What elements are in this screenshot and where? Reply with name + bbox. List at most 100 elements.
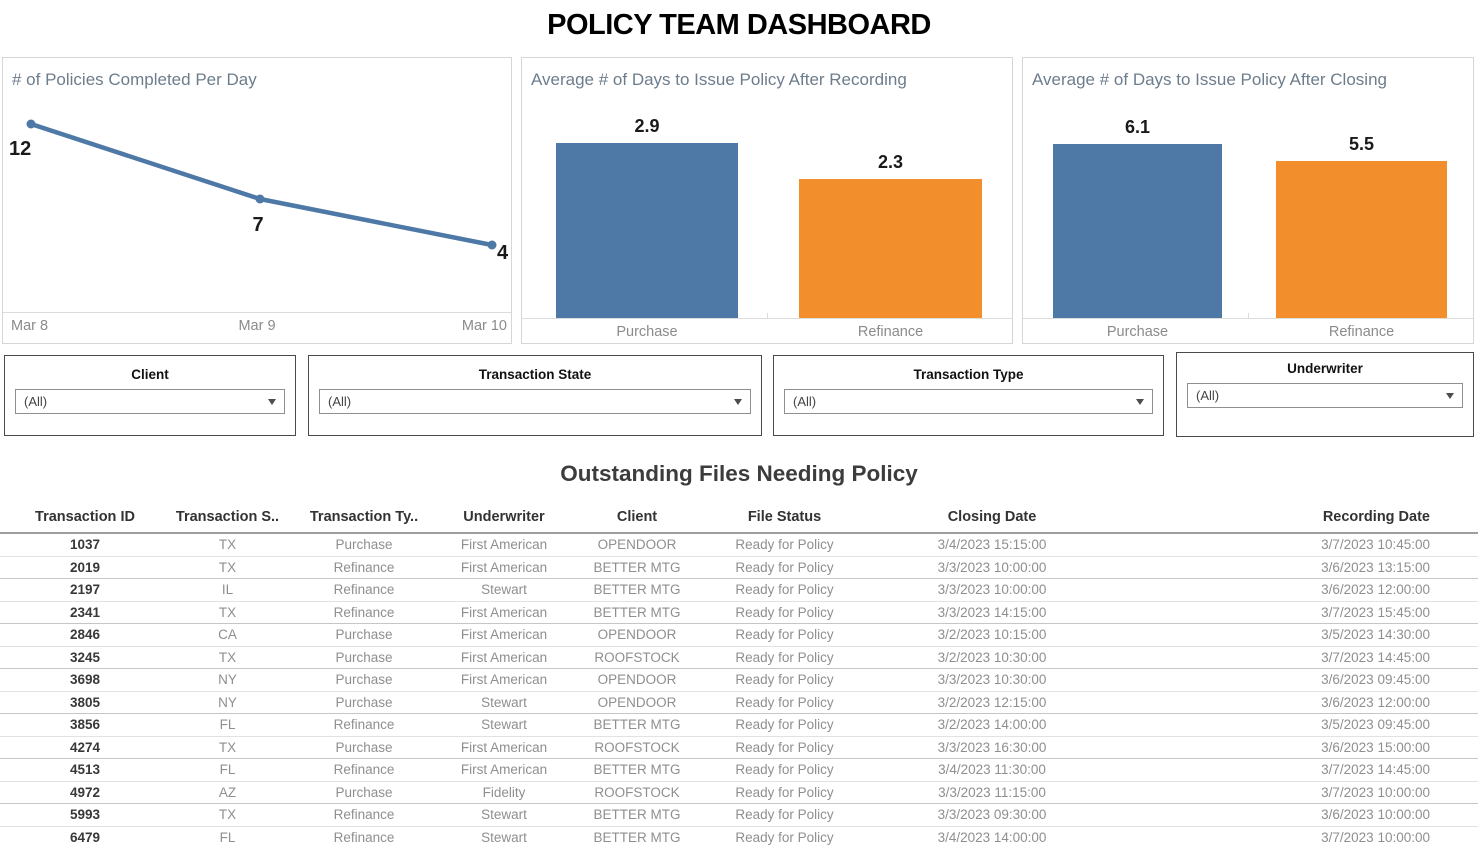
- transaction-state-filter: Transaction State (All): [308, 355, 762, 436]
- bar-refinance[interactable]: [1276, 161, 1447, 318]
- cell-col-5: Ready for Policy: [709, 646, 860, 669]
- column-header-7: Recording Date: [1124, 503, 1478, 534]
- cell-col-6: 3/2/2023 10:15:00: [860, 623, 1124, 647]
- cell-col-7: 3/7/2023 14:45:00: [1124, 646, 1478, 669]
- table-row[interactable]: 3698 NY Purchase First American OPENDOOR Read…: [0, 668, 1478, 692]
- x-tick-mar8: Mar 8: [11, 318, 49, 334]
- transaction-state-filter-label: Transaction State: [478, 367, 592, 382]
- cell-col-3: First American: [443, 623, 565, 647]
- cell-col-7: 3/6/2023 12:00:00: [1124, 578, 1478, 602]
- cell-col-3: Stewart: [443, 691, 565, 714]
- cell-col-5: Ready for Policy: [709, 668, 860, 692]
- cell-col-0: 4274: [0, 736, 170, 759]
- policies-per-day-panel: # of Policies Completed Per Day 12 7 4 Mar…: [2, 57, 512, 344]
- cell-col-7: 3/7/2023 10:45:00: [1124, 533, 1478, 557]
- table-row[interactable]: 3856 FL Refinance Stewart BETTER MTG Ready fo…: [0, 713, 1478, 737]
- cell-col-1: TX: [170, 556, 285, 579]
- cell-col-4: OPENDOOR: [565, 533, 709, 557]
- cell-col-6: 3/3/2023 10:00:00: [860, 556, 1124, 579]
- underwriter-filter: Underwriter (All): [1176, 352, 1474, 437]
- table-row[interactable]: 3805 NY Purchase Stewart OPENDOOR Ready for P…: [0, 691, 1478, 714]
- client-filter-value: (All): [24, 394, 48, 409]
- x-tick-refinance: Refinance: [857, 324, 924, 340]
- table-row[interactable]: 4513 FL Refinance First American BETTER MTG R…: [0, 758, 1478, 782]
- table-row[interactable]: 2019 TX Refinance First American BETTER MTG R…: [0, 556, 1478, 579]
- cell-col-5: Ready for Policy: [709, 826, 860, 847]
- chevron-down-icon: [1446, 392, 1454, 399]
- cell-col-2: Refinance: [285, 601, 443, 624]
- cell-col-5: Ready for Policy: [709, 556, 860, 579]
- cell-col-1: TX: [170, 736, 285, 759]
- table-row[interactable]: 4972 AZ Purchase Fidelity ROOFSTOCK Ready for…: [0, 781, 1478, 804]
- table-row[interactable]: 1037 TX Purchase First American OPENDOOR Read…: [0, 533, 1478, 557]
- cell-col-3: Stewart: [443, 713, 565, 737]
- line-chart[interactable]: 12 7 4: [3, 58, 511, 313]
- cell-col-3: Stewart: [443, 826, 565, 847]
- line-point[interactable]: [255, 194, 265, 204]
- line-point[interactable]: [487, 240, 497, 250]
- cell-col-5: Ready for Policy: [709, 691, 860, 714]
- bar-value-label: 6.1: [1124, 117, 1151, 137]
- line-chart-x-axis: Mar 8 Mar 9 Mar 10: [3, 318, 511, 340]
- cell-col-0: 4513: [0, 758, 170, 782]
- cell-col-5: Ready for Policy: [709, 713, 860, 737]
- bar-value-label: 2.9: [634, 116, 660, 136]
- cell-col-6: 3/4/2023 14:00:00: [860, 826, 1124, 847]
- underwriter-filter-value: (All): [1196, 388, 1220, 403]
- cell-col-0: 2846: [0, 623, 170, 647]
- cell-col-1: NY: [170, 691, 285, 714]
- point-value-label: 7: [252, 214, 263, 236]
- column-header-5: File Status: [709, 503, 860, 534]
- cell-col-7: 3/6/2023 12:00:00: [1124, 691, 1478, 714]
- table-row[interactable]: 6479 FL Refinance Stewart BETTER MTG Ready fo…: [0, 826, 1478, 847]
- table-header-row: Transaction ID Transaction S.. Transaction…: [0, 503, 1478, 534]
- table-row[interactable]: 3245 TX Purchase First American ROOFSTOCK Rea…: [0, 646, 1478, 669]
- cell-col-4: ROOFSTOCK: [565, 781, 709, 804]
- days-after-recording-panel: Average # of Days to Issue Policy After …: [521, 57, 1013, 344]
- cell-col-3: Stewart: [443, 803, 565, 827]
- cell-col-1: TX: [170, 646, 285, 669]
- cell-col-4: BETTER MTG: [565, 758, 709, 782]
- cell-col-2: Purchase: [285, 691, 443, 714]
- table-row[interactable]: 4274 TX Purchase First American ROOFSTOCK Rea…: [0, 736, 1478, 759]
- transaction-type-filter: Transaction Type (All): [773, 355, 1164, 436]
- table-row[interactable]: 2197 IL Refinance Stewart BETTER MTG Ready fo…: [0, 578, 1478, 602]
- cell-col-6: 3/3/2023 09:30:00: [860, 803, 1124, 827]
- transaction-type-filter-value: (All): [793, 394, 817, 409]
- bar-purchase[interactable]: [556, 143, 738, 318]
- cell-col-4: OPENDOOR: [565, 623, 709, 647]
- client-filter-dropdown[interactable]: (All): [15, 389, 285, 414]
- cell-col-2: Purchase: [285, 781, 443, 804]
- cell-col-7: 3/5/2023 09:45:00: [1124, 713, 1478, 737]
- cell-col-1: TX: [170, 803, 285, 827]
- cell-col-2: Refinance: [285, 758, 443, 782]
- table-row[interactable]: 2341 TX Refinance First American BETTER MTG R…: [0, 601, 1478, 624]
- cell-col-2: Refinance: [285, 713, 443, 737]
- cell-col-3: First American: [443, 533, 565, 557]
- cell-col-3: First American: [443, 736, 565, 759]
- table-row[interactable]: 2846 CA Purchase First American OPENDOOR Read…: [0, 623, 1478, 647]
- column-header-6: Closing Date: [860, 503, 1124, 534]
- cell-col-7: 3/7/2023 10:00:00: [1124, 781, 1478, 804]
- cell-col-5: Ready for Policy: [709, 758, 860, 782]
- cell-col-6: 3/3/2023 10:00:00: [860, 578, 1124, 602]
- underwriter-filter-dropdown[interactable]: (All): [1187, 383, 1463, 408]
- cell-col-6: 3/4/2023 11:30:00: [860, 758, 1124, 782]
- line-point[interactable]: [26, 119, 36, 129]
- cell-col-2: Purchase: [285, 668, 443, 692]
- transaction-state-filter-dropdown[interactable]: (All): [319, 389, 751, 414]
- bar-purchase[interactable]: [1053, 144, 1222, 318]
- cell-col-5: Ready for Policy: [709, 533, 860, 557]
- cell-col-5: Ready for Policy: [709, 601, 860, 624]
- recording-chart-title: Average # of Days to Issue Policy After …: [531, 70, 907, 89]
- cell-col-2: Purchase: [285, 623, 443, 647]
- cell-col-7: 3/6/2023 10:00:00: [1124, 803, 1478, 827]
- client-filter-label: Client: [131, 367, 169, 382]
- bar-refinance[interactable]: [799, 179, 982, 318]
- table-row[interactable]: 5993 TX Refinance Stewart BETTER MTG Ready fo…: [0, 803, 1478, 827]
- cell-col-4: BETTER MTG: [565, 826, 709, 847]
- cell-col-7: 3/7/2023 14:45:00: [1124, 758, 1478, 782]
- transaction-type-filter-dropdown[interactable]: (All): [784, 389, 1153, 414]
- cell-col-2: Refinance: [285, 578, 443, 602]
- cell-col-6: 3/3/2023 16:30:00: [860, 736, 1124, 759]
